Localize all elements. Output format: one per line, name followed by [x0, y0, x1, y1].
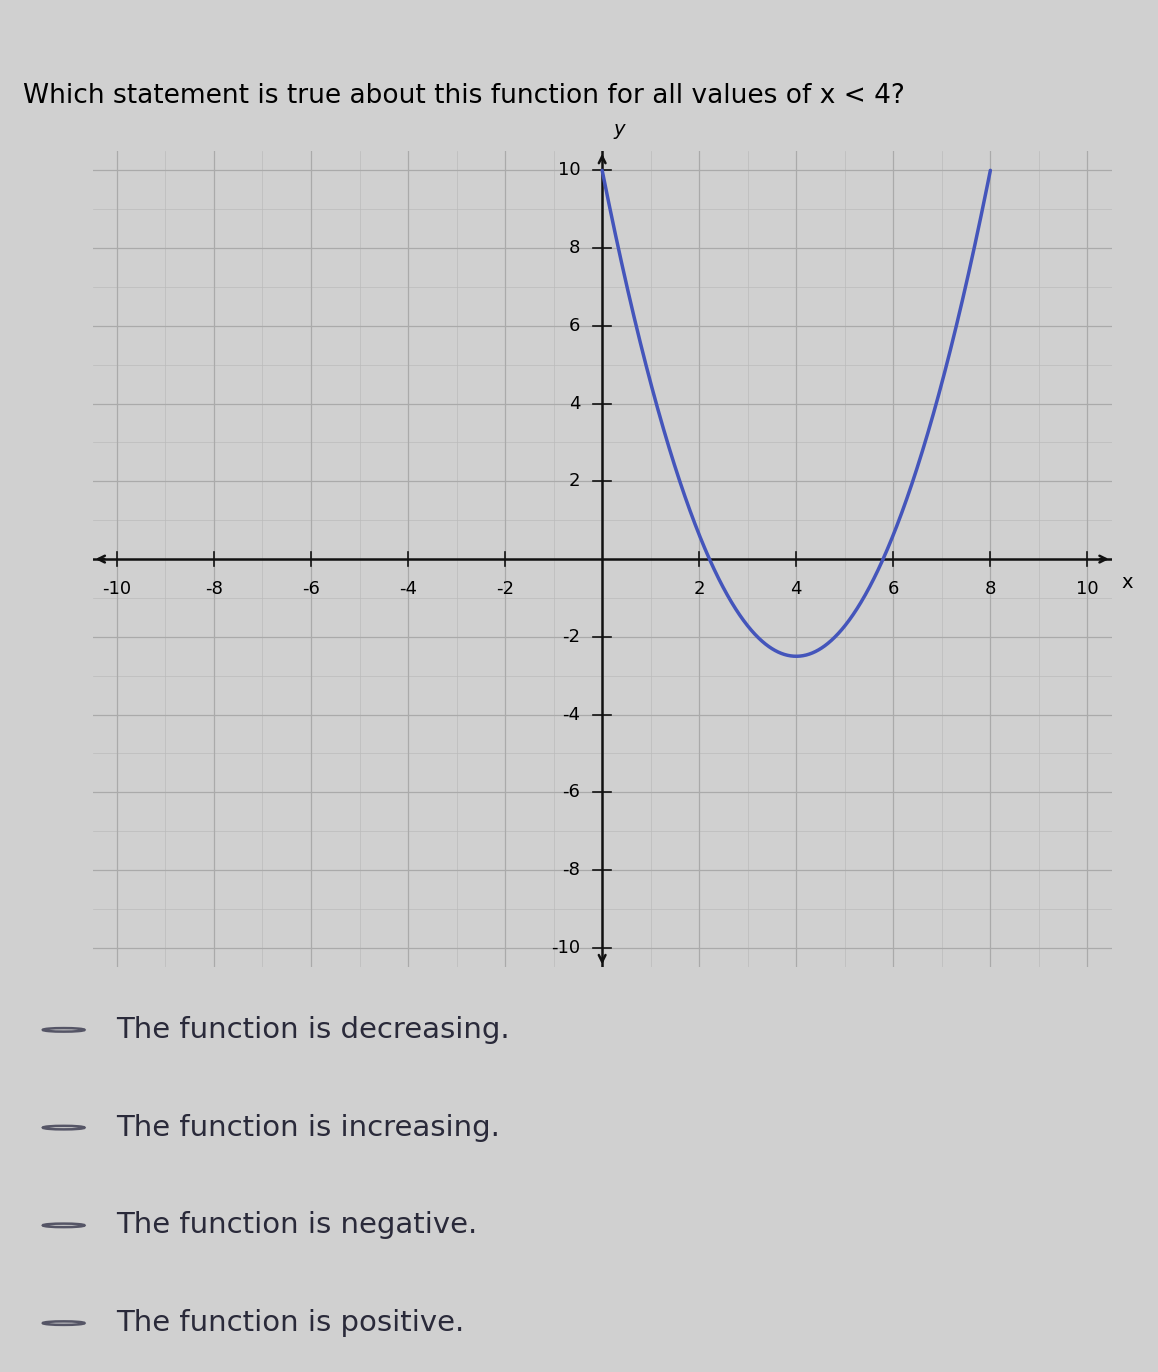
- Text: -4: -4: [563, 705, 580, 723]
- Text: x: x: [1121, 573, 1133, 591]
- Text: 6: 6: [888, 580, 899, 598]
- Text: 8: 8: [569, 239, 580, 257]
- Text: The function is negative.: The function is negative.: [116, 1211, 477, 1239]
- Text: Which statement is true about this function for all values of x < 4?: Which statement is true about this funct…: [23, 84, 906, 108]
- Text: 4: 4: [569, 395, 580, 413]
- Text: -10: -10: [551, 938, 580, 956]
- Text: -6: -6: [563, 783, 580, 801]
- Text: -4: -4: [400, 580, 417, 598]
- Text: The function is increasing.: The function is increasing.: [116, 1114, 499, 1142]
- Text: 10: 10: [558, 162, 580, 180]
- Text: 6: 6: [569, 317, 580, 335]
- Text: The function is decreasing.: The function is decreasing.: [116, 1015, 510, 1044]
- Text: -6: -6: [302, 580, 320, 598]
- Text: 2: 2: [694, 580, 705, 598]
- Text: -8: -8: [563, 862, 580, 879]
- Text: -2: -2: [563, 628, 580, 646]
- Text: -10: -10: [102, 580, 132, 598]
- Text: -2: -2: [496, 580, 514, 598]
- Text: 10: 10: [1076, 580, 1099, 598]
- Text: y: y: [614, 121, 625, 140]
- Text: 4: 4: [791, 580, 802, 598]
- Text: The function is positive.: The function is positive.: [116, 1309, 464, 1338]
- Text: 2: 2: [569, 472, 580, 490]
- Text: -8: -8: [205, 580, 222, 598]
- Text: 8: 8: [984, 580, 996, 598]
